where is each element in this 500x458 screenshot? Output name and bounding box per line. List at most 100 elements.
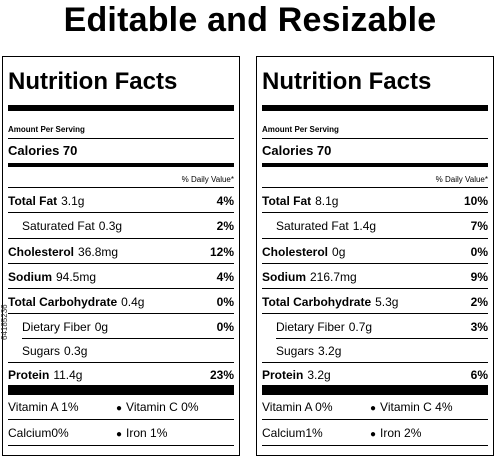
nutrition-facts-heading: Nutrition Facts — [8, 68, 178, 95]
divider — [262, 212, 488, 213]
bullet-icon: ● — [116, 429, 123, 440]
nutrient-pct: 10% — [463, 194, 488, 208]
divider — [262, 187, 488, 188]
nutrient-row: Sodium 94.5mg 4% — [8, 269, 234, 285]
divider — [262, 238, 488, 239]
nutrient-pct: 4% — [216, 194, 234, 208]
nutrient-value: 5.3g — [375, 295, 399, 309]
nutrient-pct: 9% — [470, 270, 488, 284]
nutrient-row: Sugars 3.2g — [262, 343, 488, 359]
divider — [262, 263, 488, 264]
nutrient-value: 0.3g — [98, 219, 123, 233]
nutrient-value: 11.4g — [53, 368, 83, 382]
vitamin-a: Vitamin A 0% — [262, 400, 333, 414]
divider — [262, 419, 488, 420]
page-title: Editable and Resizable — [63, 1, 437, 39]
nutrient-value: 94.5mg — [56, 270, 97, 284]
nutrient-pct: 7% — [470, 219, 488, 233]
nutrient-label: Sodium — [262, 270, 306, 284]
divider — [262, 362, 488, 363]
nutrient-pct: 0% — [216, 295, 234, 309]
nutrition-facts-heading: Nutrition Facts — [262, 68, 432, 95]
nutrient-label: Cholesterol — [262, 245, 329, 259]
medium-divider — [8, 163, 234, 167]
nutrient-row: Saturated Fat 1.4g 7% — [262, 218, 488, 234]
iron: Iron 2% — [380, 426, 422, 440]
nutrient-row: Dietary Fiber 0g 0% — [8, 319, 234, 335]
nutrient-label: Sugars — [22, 344, 61, 358]
calcium: Calcium0% — [8, 426, 69, 440]
nutrient-pct: 4% — [216, 270, 234, 284]
nutrient-row: Sodium 216.7mg 9% — [262, 269, 488, 285]
nutrient-label: Protein — [8, 368, 50, 382]
medium-divider — [262, 163, 488, 167]
calcium: Calcium1% — [262, 426, 323, 440]
nutrient-label: Dietary Fiber — [22, 320, 91, 334]
iron-item: ● Iron 1% — [116, 425, 167, 443]
divider — [8, 187, 234, 188]
nutrient-value: 1.4g — [352, 219, 377, 233]
nutrient-value: 3.2g — [318, 344, 342, 358]
nutrient-row: Cholesterol 36.8mg 12% — [8, 244, 234, 260]
nutrient-row: Protein 11.4g 23% — [8, 367, 234, 383]
nutrient-value: 0g — [94, 320, 109, 334]
nutrition-label-right: Nutrition Facts Amount Per Serving Calor… — [256, 56, 494, 456]
nutrient-label: Total Fat — [8, 194, 58, 208]
nutrient-value: 0.3g — [64, 344, 88, 358]
divider — [8, 419, 234, 420]
divider — [8, 445, 234, 446]
divider — [276, 338, 488, 339]
nutrition-label-left: Nutrition Facts Amount Per Serving Calor… — [2, 56, 240, 456]
nutrient-value: 36.8mg — [78, 245, 119, 259]
divider — [22, 338, 234, 339]
calories-label: Calories 70 — [8, 143, 78, 158]
calories-label: Calories 70 — [262, 143, 332, 158]
nutrient-label: Total Carbohydrate — [8, 295, 118, 309]
thick-divider — [8, 385, 234, 395]
divider — [262, 313, 488, 314]
nutrient-pct: 0% — [470, 245, 488, 259]
nutrient-pct: 3% — [470, 320, 488, 334]
nutrient-value: 0.7g — [348, 320, 373, 334]
stock-id-watermark: 64185236 — [0, 304, 9, 340]
nutrient-value: 0g — [332, 245, 346, 259]
iron: Iron 1% — [126, 426, 168, 440]
divider — [262, 445, 488, 446]
nutrient-pct: 23% — [209, 368, 234, 382]
nutrient-label: Protein — [262, 368, 304, 382]
nutrient-label: Dietary Fiber — [276, 320, 345, 334]
nutrient-pct: 6% — [470, 368, 488, 382]
amount-per-serving: Amount Per Serving — [8, 125, 85, 134]
nutrient-value: 3.2g — [307, 368, 331, 382]
nutrient-value: 8.1g — [315, 194, 339, 208]
nutrient-value: 216.7mg — [310, 270, 357, 284]
thick-divider — [262, 385, 488, 395]
nutrient-label: Total Fat — [262, 194, 312, 208]
divider — [8, 288, 234, 289]
thick-divider — [8, 105, 234, 111]
nutrient-row: Total Fat 8.1g 10% — [262, 193, 488, 209]
bullet-icon: ● — [116, 403, 123, 414]
amount-per-serving: Amount Per Serving — [262, 125, 339, 134]
divider — [262, 138, 488, 139]
daily-value-header: % Daily Value* — [181, 175, 234, 184]
divider — [8, 313, 234, 314]
nutrient-pct: 2% — [216, 219, 234, 233]
nutrient-label: Sugars — [276, 344, 315, 358]
vitamin-a: Vitamin A 1% — [8, 400, 79, 414]
nutrient-row: Total Fat 3.1g 4% — [8, 193, 234, 209]
nutrient-row: Protein 3.2g 6% — [262, 367, 488, 383]
nutrient-row: Dietary Fiber 0.7g 3% — [262, 319, 488, 335]
nutrient-row: Total Carbohydrate 5.3g 2% — [262, 294, 488, 310]
nutrient-pct: 2% — [470, 295, 488, 309]
nutrient-label: Saturated Fat — [276, 219, 349, 233]
vitamin-c-item: ● Vitamin C 4% — [370, 399, 453, 417]
divider — [262, 288, 488, 289]
nutrient-label: Total Carbohydrate — [262, 295, 372, 309]
nutrient-label: Saturated Fat — [22, 219, 95, 233]
nutrient-row: Cholesterol 0g 0% — [262, 244, 488, 260]
nutrient-value: 3.1g — [61, 194, 85, 208]
bullet-icon: ● — [370, 429, 377, 440]
nutrient-row: Sugars 0.3g — [8, 343, 234, 359]
thick-divider — [262, 105, 488, 111]
